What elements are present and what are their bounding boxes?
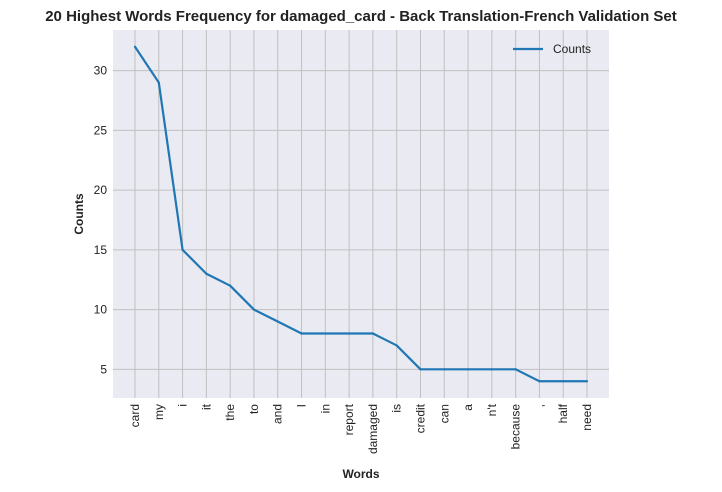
y-axis-label: Counts <box>72 193 86 235</box>
grid-lines <box>113 30 609 398</box>
x-tick-label: I <box>295 404 309 407</box>
legend-label-counts: Counts <box>553 42 591 56</box>
data-point <box>229 284 232 287</box>
data-point <box>348 332 351 335</box>
y-tick-label: 5 <box>100 362 107 376</box>
data-point <box>157 81 160 84</box>
y-tick-label: 25 <box>94 123 108 137</box>
data-point <box>443 368 446 371</box>
data-point <box>490 368 493 371</box>
data-point <box>133 45 137 48</box>
x-tick-label: it <box>199 403 213 410</box>
y-tick-label: 15 <box>94 243 108 257</box>
x-tick-label: card <box>128 404 142 427</box>
x-tick-label: and <box>271 404 285 424</box>
x-tick-label: n't <box>485 403 499 416</box>
x-tick-label: can <box>437 404 451 423</box>
x-tick-label: credit <box>413 403 427 433</box>
x-tick-label: half <box>556 403 570 423</box>
data-point <box>371 332 374 335</box>
data-point <box>585 380 589 383</box>
data-point <box>395 344 398 347</box>
x-tick-label: to <box>247 404 261 414</box>
data-point <box>324 332 327 335</box>
series-line-counts <box>134 46 587 383</box>
x-tick-label: i <box>176 404 190 407</box>
chart-title: 20 Highest Words Frequency for damaged_c… <box>45 8 677 25</box>
x-tick-label: the <box>223 404 237 421</box>
data-point <box>562 380 565 383</box>
x-axis-label: Words <box>342 467 379 481</box>
data-point <box>181 248 184 251</box>
data-point <box>538 380 541 383</box>
data-point <box>419 368 422 371</box>
x-tick-label: my <box>152 404 166 420</box>
y-tick-labels: 5 10 15 20 25 30 <box>94 64 108 377</box>
x-tick-label: damaged <box>366 404 380 454</box>
x-tick-label: need <box>580 404 594 431</box>
y-tick-label: 20 <box>94 183 108 197</box>
x-tick-label: is <box>390 404 404 413</box>
data-point <box>300 332 303 335</box>
legend: Counts <box>513 42 591 56</box>
data-point <box>466 368 470 371</box>
y-tick-label: 10 <box>94 303 108 317</box>
data-point <box>276 320 279 323</box>
data-points <box>133 45 589 383</box>
data-point <box>252 308 256 311</box>
x-tick-label: in <box>318 404 332 413</box>
data-point <box>205 272 208 275</box>
x-tick-label: report <box>342 403 356 435</box>
x-tick-label: , <box>532 404 546 407</box>
y-tick-label: 30 <box>94 64 108 78</box>
data-point <box>514 368 517 371</box>
plot-area <box>113 30 609 398</box>
x-tick-label: because <box>509 404 523 450</box>
x-tick-label: a <box>461 404 475 411</box>
